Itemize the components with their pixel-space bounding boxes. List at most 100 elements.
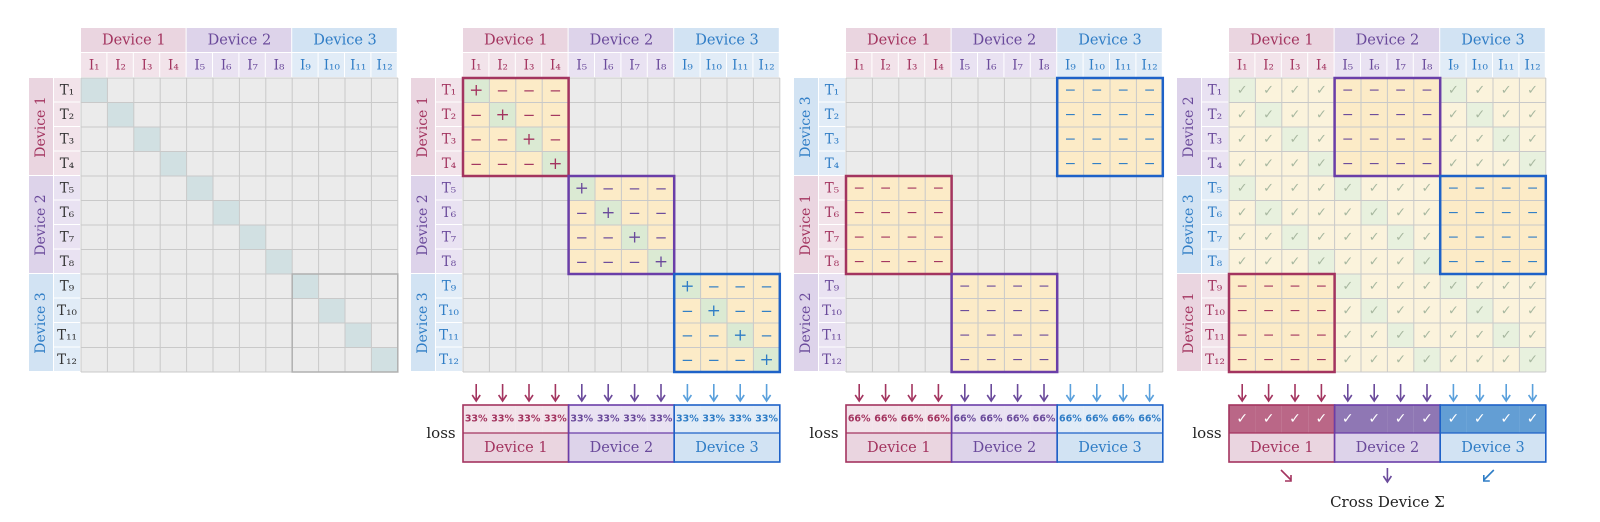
- frozen-cell: [1413, 200, 1441, 225]
- negative-cell: [568, 249, 595, 274]
- negative-cell: [1413, 102, 1441, 127]
- panel-4: Device 1 Device 2 Device 3 I₁ I₂ I₃ I₄ I₅ I₆ I₇ I₈…: [1177, 28, 1548, 511]
- negative-sign: −: [1474, 254, 1486, 270]
- row-device-label: Device 1: [798, 194, 814, 255]
- loss-check: ✓: [1289, 411, 1301, 427]
- image-header-cell: [1136, 53, 1162, 77]
- text-header-cell: [436, 151, 462, 175]
- frozen-cell: [1387, 323, 1414, 348]
- text-header-cell: [436, 102, 462, 126]
- column-device-label: Device 3: [1461, 33, 1525, 49]
- local-block-outline: [672, 272, 782, 374]
- row-device-label: Device 3: [33, 292, 49, 353]
- frozen-cell: [1308, 151, 1335, 176]
- check-mark: ✓: [1395, 254, 1406, 269]
- loss-device-cell: [1334, 433, 1441, 462]
- loss-check: ✓: [1263, 411, 1275, 427]
- row-device-header: [1177, 78, 1201, 175]
- negative-sign: −: [1038, 303, 1050, 319]
- text-header-cell: [54, 200, 80, 224]
- negative-sign: −: [734, 277, 747, 295]
- loss-percent: 33%: [623, 414, 646, 425]
- row-device-header: [411, 78, 435, 175]
- positive-cell: [515, 127, 543, 152]
- check-mark: ✓: [1395, 205, 1406, 220]
- negative-sign: −: [1421, 131, 1433, 147]
- check-mark: ✓: [1501, 279, 1512, 294]
- negative-sign: −: [1421, 82, 1433, 98]
- panel-1: Device 1 Device 2 Device 3 I₁ I₂ I₃ I₄ I₅ I₆ I₇ I₈…: [29, 28, 399, 373]
- frozen-cell: [1387, 347, 1414, 372]
- check-mark: ✓: [1448, 83, 1459, 98]
- check-mark: ✓: [1342, 181, 1353, 196]
- frozen-cell: [1519, 127, 1546, 152]
- negative-sign: −: [906, 205, 918, 221]
- negative-cell: [1334, 78, 1361, 103]
- negative-cell: [1413, 78, 1441, 103]
- negative-sign: −: [470, 155, 483, 173]
- image-header-cell: [1387, 53, 1413, 77]
- positive-sign: +: [522, 129, 536, 149]
- loss-percent: 66%: [848, 414, 871, 425]
- negative-cell: [1308, 323, 1335, 348]
- text-header-cell: [819, 274, 845, 298]
- image-label: I₁₂: [1525, 58, 1541, 74]
- negative-sign: −: [1289, 327, 1301, 343]
- negative-sign: −: [1342, 131, 1354, 147]
- loss-percent: 33%: [676, 414, 699, 425]
- negative-sign: −: [496, 81, 509, 99]
- image-header-cell: [81, 53, 107, 77]
- merge-arrow-left-head: [1285, 475, 1292, 482]
- negative-sign: −: [708, 277, 721, 295]
- negative-sign: −: [760, 302, 773, 320]
- image-label: I₁₀: [1089, 58, 1106, 74]
- loss-percent: 66%: [980, 414, 1003, 425]
- loss-device-label: Device 1: [484, 440, 548, 456]
- negative-sign: −: [880, 180, 892, 196]
- text-label: T₁₀: [439, 303, 459, 319]
- negative-cell: [463, 151, 490, 176]
- down-arrow-head: [735, 394, 745, 403]
- negative-cell: [647, 200, 675, 225]
- negative-sign: −: [1263, 303, 1275, 319]
- negative-cell: [1387, 78, 1414, 103]
- loss-percent: 33%: [491, 414, 514, 425]
- loss-device-label: Device 3: [1078, 440, 1142, 456]
- column-device-header: [81, 28, 186, 52]
- text-header-cell: [54, 274, 80, 298]
- negative-cell: [1361, 127, 1388, 152]
- text-header-cell: [436, 347, 462, 371]
- check-mark: ✓: [1342, 230, 1353, 245]
- column-device-header: [1229, 28, 1334, 52]
- check-mark: ✓: [1395, 303, 1406, 318]
- column-device-label: Device 1: [484, 33, 548, 49]
- column-device-label: Device 1: [867, 33, 931, 49]
- text-header-cell: [819, 102, 845, 126]
- check-mark: ✓: [1395, 279, 1406, 294]
- text-label: T₅: [825, 180, 839, 196]
- negative-cell: [1361, 102, 1388, 127]
- check-mark: ✓: [1369, 352, 1380, 367]
- negative-cell: [568, 225, 595, 250]
- negative-cell: [1387, 127, 1414, 152]
- column-device-label: Device 1: [102, 33, 166, 49]
- loss-cell: [1255, 405, 1282, 433]
- text-label: T₁: [442, 82, 456, 98]
- loss-cell: [542, 405, 569, 433]
- image-label: I₇: [1012, 58, 1023, 74]
- frozen-cell: [1255, 151, 1282, 176]
- down-arrow-head: [880, 394, 891, 403]
- negative-sign: −: [1144, 107, 1156, 123]
- negative-cell: [700, 347, 727, 372]
- loss-percent: 33%: [465, 414, 488, 425]
- loss-device-cell: [846, 433, 952, 462]
- frozen-cell: [1387, 249, 1414, 274]
- down-arrow-head: [1237, 394, 1247, 403]
- column-device-label: Device 3: [313, 33, 377, 49]
- text-header-cell: [819, 127, 845, 151]
- negative-sign: −: [1316, 327, 1328, 343]
- merge-arrow-middle-head: [1382, 475, 1393, 484]
- negative-cell: [1334, 127, 1361, 152]
- down-arrow-head: [986, 394, 996, 403]
- loss-cell: [595, 405, 622, 433]
